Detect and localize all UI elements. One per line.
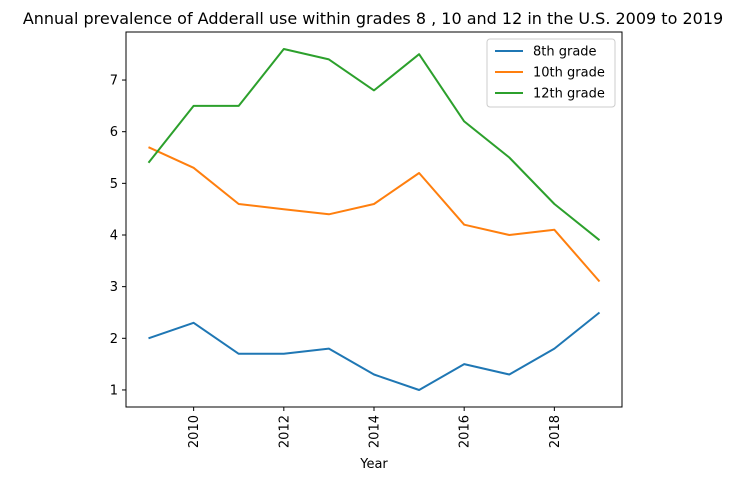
series-line-3 <box>147 48 601 241</box>
y-tick-label: 3 <box>110 280 118 295</box>
legend-box <box>486 38 616 108</box>
x-tick-label: 2012 <box>277 415 292 448</box>
x-tick-label: 2014 <box>368 415 383 448</box>
y-tick-label: 4 <box>110 228 118 243</box>
y-axis: 1 2 3 4 5 6 7 <box>110 74 126 398</box>
y-tick-label: 7 <box>110 74 118 89</box>
x-tick-label: 2018 <box>548 415 563 448</box>
legend-label-2: 10th grade <box>533 66 605 81</box>
y-tick-label: 6 <box>110 125 118 140</box>
series-line-1 <box>148 311 601 391</box>
x-tick-label: 2016 <box>458 415 473 448</box>
legend-label-1: 8th grade <box>533 45 597 60</box>
plot-area <box>147 48 601 391</box>
legend: 8th grade 10th grade 12th grade <box>486 38 616 108</box>
y-tick-label: 2 <box>110 332 118 347</box>
legend-label-3: 12th grade <box>533 87 605 102</box>
x-axis: 2010 2012 2014 2016 2018 <box>187 407 563 448</box>
x-axis-label: Year <box>359 457 388 472</box>
y-tick-label: 1 <box>110 383 118 398</box>
y-tick-label: 5 <box>110 177 118 192</box>
x-tick-label: 2010 <box>187 415 202 448</box>
series-line-2 <box>148 146 601 283</box>
chart-title: Annual prevalence of Adderall use within… <box>23 9 723 28</box>
